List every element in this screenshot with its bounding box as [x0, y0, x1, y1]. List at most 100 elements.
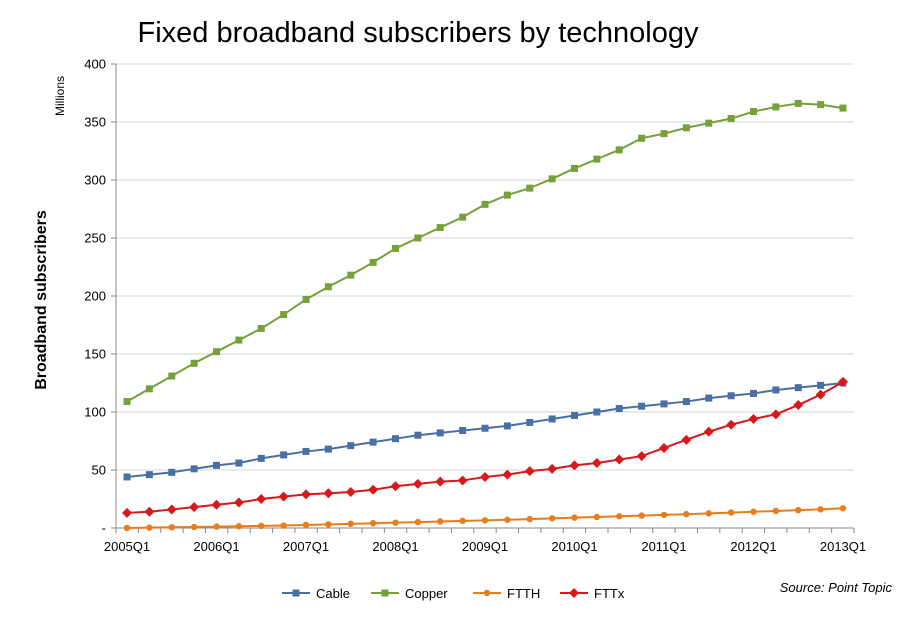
data-point-ftth	[839, 505, 847, 512]
data-point-cable	[615, 405, 623, 413]
series-ftth	[123, 505, 847, 532]
series-cable	[123, 379, 847, 481]
data-point-cable	[392, 435, 399, 443]
data-point-fttx	[815, 389, 826, 400]
data-point-copper	[660, 130, 668, 138]
data-point-copper	[682, 124, 690, 132]
legend-swatch-marker	[483, 589, 491, 597]
data-point-cable	[302, 447, 310, 455]
data-point-copper	[392, 244, 399, 252]
data-series	[122, 99, 848, 532]
data-point-copper	[302, 295, 310, 303]
y-tick-label: 350	[84, 115, 106, 130]
data-point-copper	[168, 372, 176, 380]
data-point-fttx	[748, 413, 759, 424]
data-point-ftth	[593, 513, 601, 521]
data-point-ftth	[235, 523, 243, 530]
source-note: Source: Point Topic	[780, 580, 893, 595]
data-point-copper	[145, 385, 153, 393]
data-point-copper	[727, 115, 735, 123]
data-point-copper	[123, 398, 131, 406]
data-point-copper	[235, 336, 243, 344]
data-point-copper	[794, 99, 802, 107]
legend-item-cable: Cable	[282, 586, 350, 601]
data-point-ftth	[325, 521, 332, 528]
data-point-ftth	[795, 506, 802, 514]
data-point-cable	[168, 468, 176, 476]
x-tick-label: 2007Q1	[283, 539, 329, 554]
data-point-copper	[459, 213, 467, 221]
data-point-ftth	[660, 511, 668, 519]
data-point-copper	[839, 104, 847, 112]
data-point-copper	[772, 103, 780, 111]
legend-item-ftth: FTTH	[473, 586, 540, 601]
y-tick-label: 400	[84, 57, 106, 72]
legend-item-fttx: FTTx	[560, 586, 625, 601]
series-line-copper	[126, 102, 844, 403]
data-point-ftth	[392, 519, 399, 526]
data-point-copper	[369, 258, 377, 266]
data-point-ftth	[750, 508, 757, 515]
data-point-cable	[750, 389, 757, 397]
legend-label: FTTH	[507, 586, 540, 601]
data-point-fttx	[166, 504, 177, 515]
data-point-cable	[414, 431, 422, 439]
data-point-copper	[436, 224, 444, 232]
y-tick-label: 100	[84, 405, 106, 420]
data-point-cable	[459, 427, 467, 435]
gridlines	[116, 63, 854, 471]
data-point-ftth	[526, 515, 533, 523]
data-point-cable	[481, 424, 489, 432]
data-point-copper	[503, 191, 511, 199]
series-fttx	[122, 376, 848, 518]
data-point-fttx	[122, 507, 132, 518]
data-point-fttx	[726, 419, 737, 430]
data-point-cable	[235, 459, 243, 467]
data-point-ftth	[258, 522, 265, 530]
data-point-cable	[682, 398, 690, 406]
series-copper	[123, 99, 847, 406]
y-tick-label: 50	[92, 463, 106, 478]
data-point-fttx	[435, 476, 446, 487]
data-point-fttx	[681, 434, 692, 445]
legend-item-copper: Copper	[371, 586, 448, 601]
data-point-ftth	[369, 520, 377, 527]
data-point-cable	[145, 471, 153, 479]
data-point-fttx	[189, 502, 200, 513]
data-point-cable	[593, 408, 601, 416]
data-point-fttx	[233, 497, 244, 508]
legend-swatch-marker	[569, 588, 579, 598]
data-point-fttx	[770, 409, 781, 420]
chart-title: Fixed broadband subscribers by technolog…	[138, 17, 699, 49]
y-tick-label: 300	[84, 173, 106, 188]
y-tick-label: 250	[84, 231, 106, 246]
data-point-ftth	[616, 513, 623, 520]
data-point-fttx	[614, 454, 625, 465]
data-point-fttx	[144, 506, 155, 517]
data-point-copper	[347, 271, 355, 279]
data-point-ftth	[459, 517, 466, 525]
axes: - 50 100 150 200 250 300 350 400 2005Q1 2006Q1 2007…	[84, 57, 866, 555]
data-point-ftth	[772, 507, 780, 515]
data-point-fttx	[368, 484, 379, 495]
data-point-ftth	[168, 524, 175, 531]
data-point-cable	[727, 392, 735, 400]
x-tick-label: 2008Q1	[372, 539, 418, 554]
data-point-fttx	[793, 400, 804, 411]
legend-swatch-marker	[292, 589, 300, 597]
data-point-copper	[705, 119, 713, 127]
data-point-cable	[257, 454, 265, 462]
data-point-ftth	[638, 512, 645, 519]
data-point-ftth	[146, 524, 153, 531]
data-point-cable	[772, 386, 780, 394]
y-axis-label: Broadband subscribers	[33, 210, 50, 390]
data-point-ftth	[302, 521, 310, 529]
y-tick-label: 200	[84, 289, 106, 304]
data-point-ftth	[548, 515, 556, 522]
data-point-ftth	[437, 518, 444, 525]
data-point-cable	[123, 473, 131, 481]
data-point-ftth	[683, 510, 690, 518]
x-tick-label: 2011Q1	[641, 539, 686, 554]
legend-swatch-marker	[381, 589, 389, 597]
legend-label: Copper	[405, 586, 448, 601]
